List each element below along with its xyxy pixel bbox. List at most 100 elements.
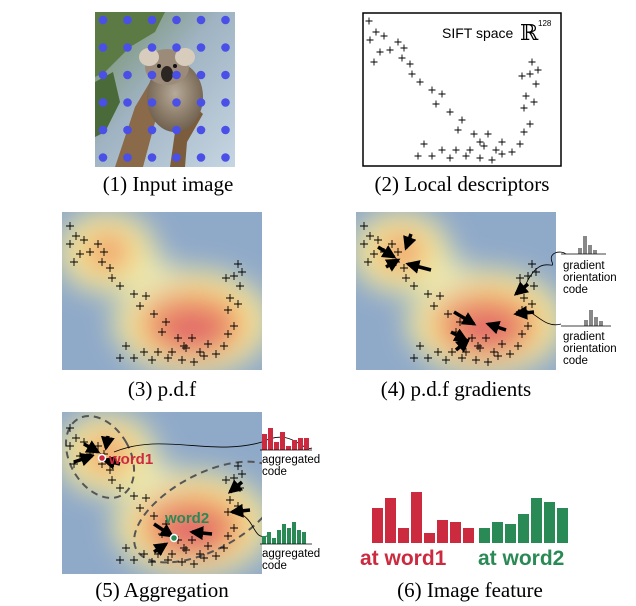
descriptor-mark (508, 148, 516, 156)
descriptor-mark (520, 128, 528, 136)
koala-photo (95, 12, 235, 167)
annotation-line: orientation (563, 343, 617, 355)
descriptor-mark (380, 32, 388, 40)
descriptor-mark (530, 98, 538, 106)
descriptor-mark (142, 292, 150, 300)
descriptor-mark (498, 138, 506, 146)
descriptor-mark (76, 250, 84, 258)
descriptor-mark (188, 334, 196, 342)
descriptor-mark (140, 550, 148, 558)
annotation-line: code (262, 466, 287, 478)
descriptor-mark (122, 544, 130, 552)
descriptor-mark (524, 322, 532, 330)
pdf-panel (62, 212, 262, 370)
descriptor-mark (66, 222, 74, 230)
grid-dot (123, 15, 132, 25)
descriptor-mark (428, 152, 436, 160)
descriptor-mark (408, 70, 416, 78)
descriptor-mark (372, 28, 380, 36)
descriptor-mark (72, 232, 80, 240)
grid-dot (196, 98, 206, 107)
grid-dot (123, 153, 132, 162)
descriptor-mark (190, 358, 198, 366)
descriptor-mark (376, 48, 384, 56)
descriptor-mark (420, 140, 428, 148)
annotation-line: aggregated (262, 548, 320, 560)
descriptor-mark (482, 334, 490, 342)
descriptor-mark (434, 348, 442, 356)
descriptor-mark (414, 152, 422, 160)
feature-bars-word1 (372, 492, 474, 543)
grid-dot (196, 43, 206, 52)
grid-dot (221, 15, 230, 25)
descriptor-mark (458, 354, 466, 362)
aggregated-histogram-word2 (260, 522, 312, 545)
descriptor-mark (522, 92, 530, 100)
annotation-line: gradient (563, 260, 605, 272)
descriptor-mark (178, 558, 186, 566)
descriptor-mark (446, 154, 454, 162)
descriptor-mark (234, 260, 242, 268)
descriptor-mark (364, 258, 372, 266)
caption-input-image: (1) Input image (102, 172, 234, 196)
word2-label: word2 (164, 510, 209, 527)
descriptor-mark (154, 348, 162, 356)
descriptor-mark (150, 512, 158, 520)
descriptor-mark (222, 274, 230, 282)
descriptor-mark (220, 342, 228, 350)
descriptor-mark (476, 138, 484, 146)
grid-dot (123, 43, 132, 52)
aggregation-arrows (73, 435, 251, 557)
descriptor-mark (230, 322, 238, 330)
descriptor-mark (116, 354, 124, 362)
feature-label-word1: at word1 (360, 547, 447, 570)
descriptor-mark (530, 282, 538, 290)
descriptor-mark (224, 330, 232, 338)
descriptor-mark (122, 342, 130, 350)
pdf-gradients-figure: gradient orientation code gradient orien… (356, 212, 617, 370)
descriptor-mark (140, 348, 148, 356)
descriptor-mark (200, 352, 208, 360)
caption-pdf: (3) p.d.f (127, 377, 197, 401)
grid-dot (196, 153, 206, 162)
descriptor-mark (238, 268, 246, 276)
descriptor-mark (446, 108, 454, 116)
grid-dot (98, 43, 108, 52)
grid-dot (98, 153, 108, 162)
descriptor-mark (366, 36, 374, 44)
descriptor-mark (200, 554, 208, 562)
descriptor-mark (234, 462, 242, 470)
descriptor-mark (468, 334, 476, 342)
descriptor-mark (416, 78, 424, 86)
descriptor-mark (80, 236, 88, 244)
space-dimension: 128 (538, 19, 552, 28)
descriptor-mark (528, 58, 536, 66)
descriptor-mark (488, 156, 496, 164)
descriptor-mark (360, 222, 368, 230)
descriptor-mark (490, 348, 498, 356)
descriptor-mark (448, 348, 456, 356)
descriptor-mark (226, 496, 234, 504)
grid-dot (123, 125, 132, 135)
grid-dot (172, 125, 181, 135)
descriptor-mark (168, 348, 176, 356)
grid-dot (147, 98, 157, 107)
descriptor-mark (532, 80, 540, 88)
pdf-points (66, 222, 246, 366)
descriptor-mark (180, 544, 188, 552)
descriptor-mark (116, 484, 124, 492)
descriptor-mark (430, 302, 438, 310)
descriptor-mark (72, 434, 80, 442)
descriptor-mark (130, 492, 138, 500)
descriptor-mark (204, 542, 212, 550)
descriptor-mark (516, 274, 524, 282)
grid-dot (221, 153, 230, 162)
descriptor-mark (212, 350, 220, 358)
descriptor-mark (480, 142, 488, 150)
sift-space-plot: SIFT space ℝ 128 (362, 12, 562, 167)
feature-bars-word2 (479, 498, 568, 543)
descriptor-mark (424, 354, 432, 362)
descriptor-mark (534, 66, 542, 74)
pdf-gradients-panel: gradient orientation code gradient orien… (356, 212, 636, 370)
descriptor-mark (466, 146, 474, 154)
